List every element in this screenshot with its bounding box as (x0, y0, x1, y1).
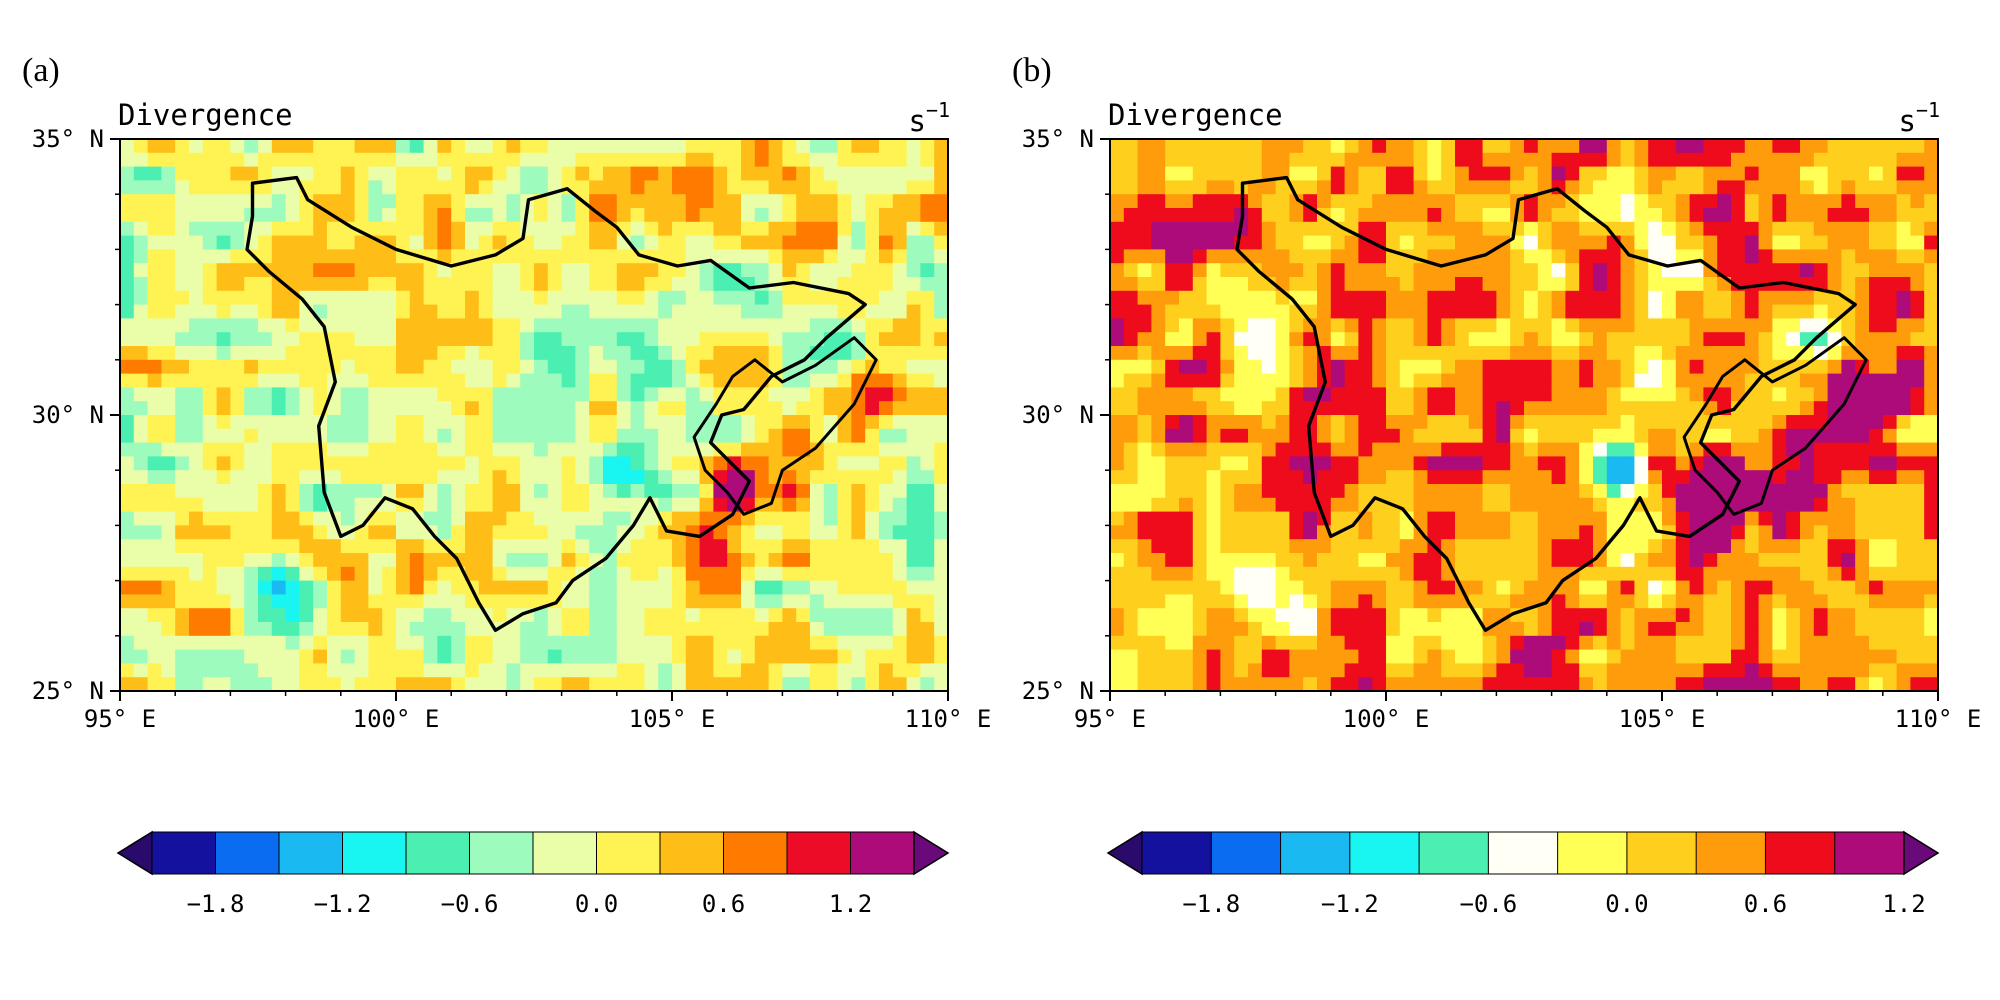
colorbar-tick-label: 0.0 (1605, 890, 1648, 918)
colorbar-max-arrow (1903, 830, 1940, 876)
x-tick-label: 100° E (353, 705, 440, 733)
y-tick-label: 25° N (32, 677, 104, 705)
colorbar-tick-label: 0.0 (575, 890, 618, 918)
colorbar-tick-label: −0.6 (441, 890, 499, 918)
colorbar-max-arrow (913, 830, 950, 876)
colorbar-segment (1626, 831, 1698, 875)
colorbar-segment (1349, 831, 1421, 875)
x-tick-label: 95° E (1074, 705, 1146, 733)
plot-title: Divergence (118, 98, 293, 132)
panel-b: (b) Divergence s−1 95° E 100° E 105° E 110°… (990, 0, 1990, 1000)
colorbar: −1.8 −1.2 −0.6 0.0 0.6 1.2 (1106, 830, 1940, 918)
colorbar-min-arrow (116, 830, 153, 876)
colorbar-segment (850, 831, 915, 875)
plot-title: Divergence (1108, 98, 1283, 132)
colorbar-segment (1280, 831, 1351, 875)
panel-letter: (b) (1012, 52, 1052, 89)
divergence-field (120, 139, 948, 691)
colorbar-segment (1141, 831, 1213, 875)
colorbar-segment (1487, 831, 1559, 875)
colorbar-segment (469, 831, 534, 875)
colorbar-tick-label: 1.2 (1882, 890, 1925, 918)
panel-a: (a) Divergence s−1 95° E 100° E 105° E 110°… (22, 52, 992, 918)
colorbar-tick-label: −1.2 (1321, 890, 1379, 918)
colorbar-segment (1210, 831, 1282, 875)
units-base: s (908, 104, 926, 138)
x-tick-label: 100° E (1343, 705, 1430, 733)
colorbar-segment (723, 831, 788, 875)
colorbar-tick-label: 1.2 (829, 890, 872, 918)
colorbar-segment (1557, 831, 1628, 875)
colorbar-tick-label: 0.6 (702, 890, 745, 918)
panel-letter: (a) (22, 52, 60, 89)
x-tick-label: 110° E (905, 705, 992, 733)
colorbar-segment (596, 831, 661, 875)
inner-border (1682, 336, 1868, 516)
x-tick-label: 110° E (1895, 705, 1982, 733)
units-exponent: −1 (925, 98, 950, 122)
units-exponent: −1 (1915, 98, 1940, 122)
y-tick-label: 25° N (1022, 677, 1094, 705)
colorbar-segment (342, 831, 407, 875)
divergence-map: 95° E 100° E 105° E 110° E 35° N 30° N 25° N −1… (1022, 125, 1982, 918)
colorbar-segment (278, 831, 344, 875)
divergence-map: 95° E 100° E 105° E 110° E 35° N 30° N 25° N −1… (32, 125, 992, 918)
colorbar-min-arrow (1106, 830, 1143, 876)
units-base: s (1898, 104, 1916, 138)
x-tick-label: 105° E (629, 705, 716, 733)
colorbar-segment (151, 831, 217, 875)
colorbar-segment (1764, 831, 1836, 875)
colorbar-segment (659, 831, 725, 875)
x-tick-label: 95° E (84, 705, 156, 733)
colorbar-segment (215, 831, 280, 875)
x-tick-label: 105° E (1619, 705, 1706, 733)
y-tick-label: 30° N (32, 401, 104, 429)
divergence-field (1110, 139, 1938, 691)
colorbar-tick-label: −1.2 (314, 890, 372, 918)
plot-units: s−1 (1870, 98, 1940, 138)
colorbar-segment (405, 831, 471, 875)
colorbar: −1.8 −1.2 −0.6 0.0 0.6 1.2 (116, 830, 950, 918)
colorbar-segment (1418, 831, 1490, 875)
colorbar-tick-label: −1.8 (187, 890, 245, 918)
colorbar-segment (1695, 831, 1767, 875)
province-border (1235, 175, 1857, 632)
inner-border (692, 336, 878, 516)
plot-units: s−1 (880, 98, 950, 138)
y-tick-label: 35° N (32, 125, 104, 153)
colorbar-tick-label: −0.6 (1459, 890, 1517, 918)
colorbar-tick-label: −1.8 (1182, 890, 1240, 918)
province-border (245, 175, 867, 632)
colorbar-segment (786, 831, 852, 875)
colorbar-segment (532, 831, 598, 875)
colorbar-segment (1834, 831, 1906, 875)
y-tick-label: 30° N (1022, 401, 1094, 429)
y-tick-label: 35° N (1022, 125, 1094, 153)
colorbar-tick-label: 0.6 (1744, 890, 1787, 918)
